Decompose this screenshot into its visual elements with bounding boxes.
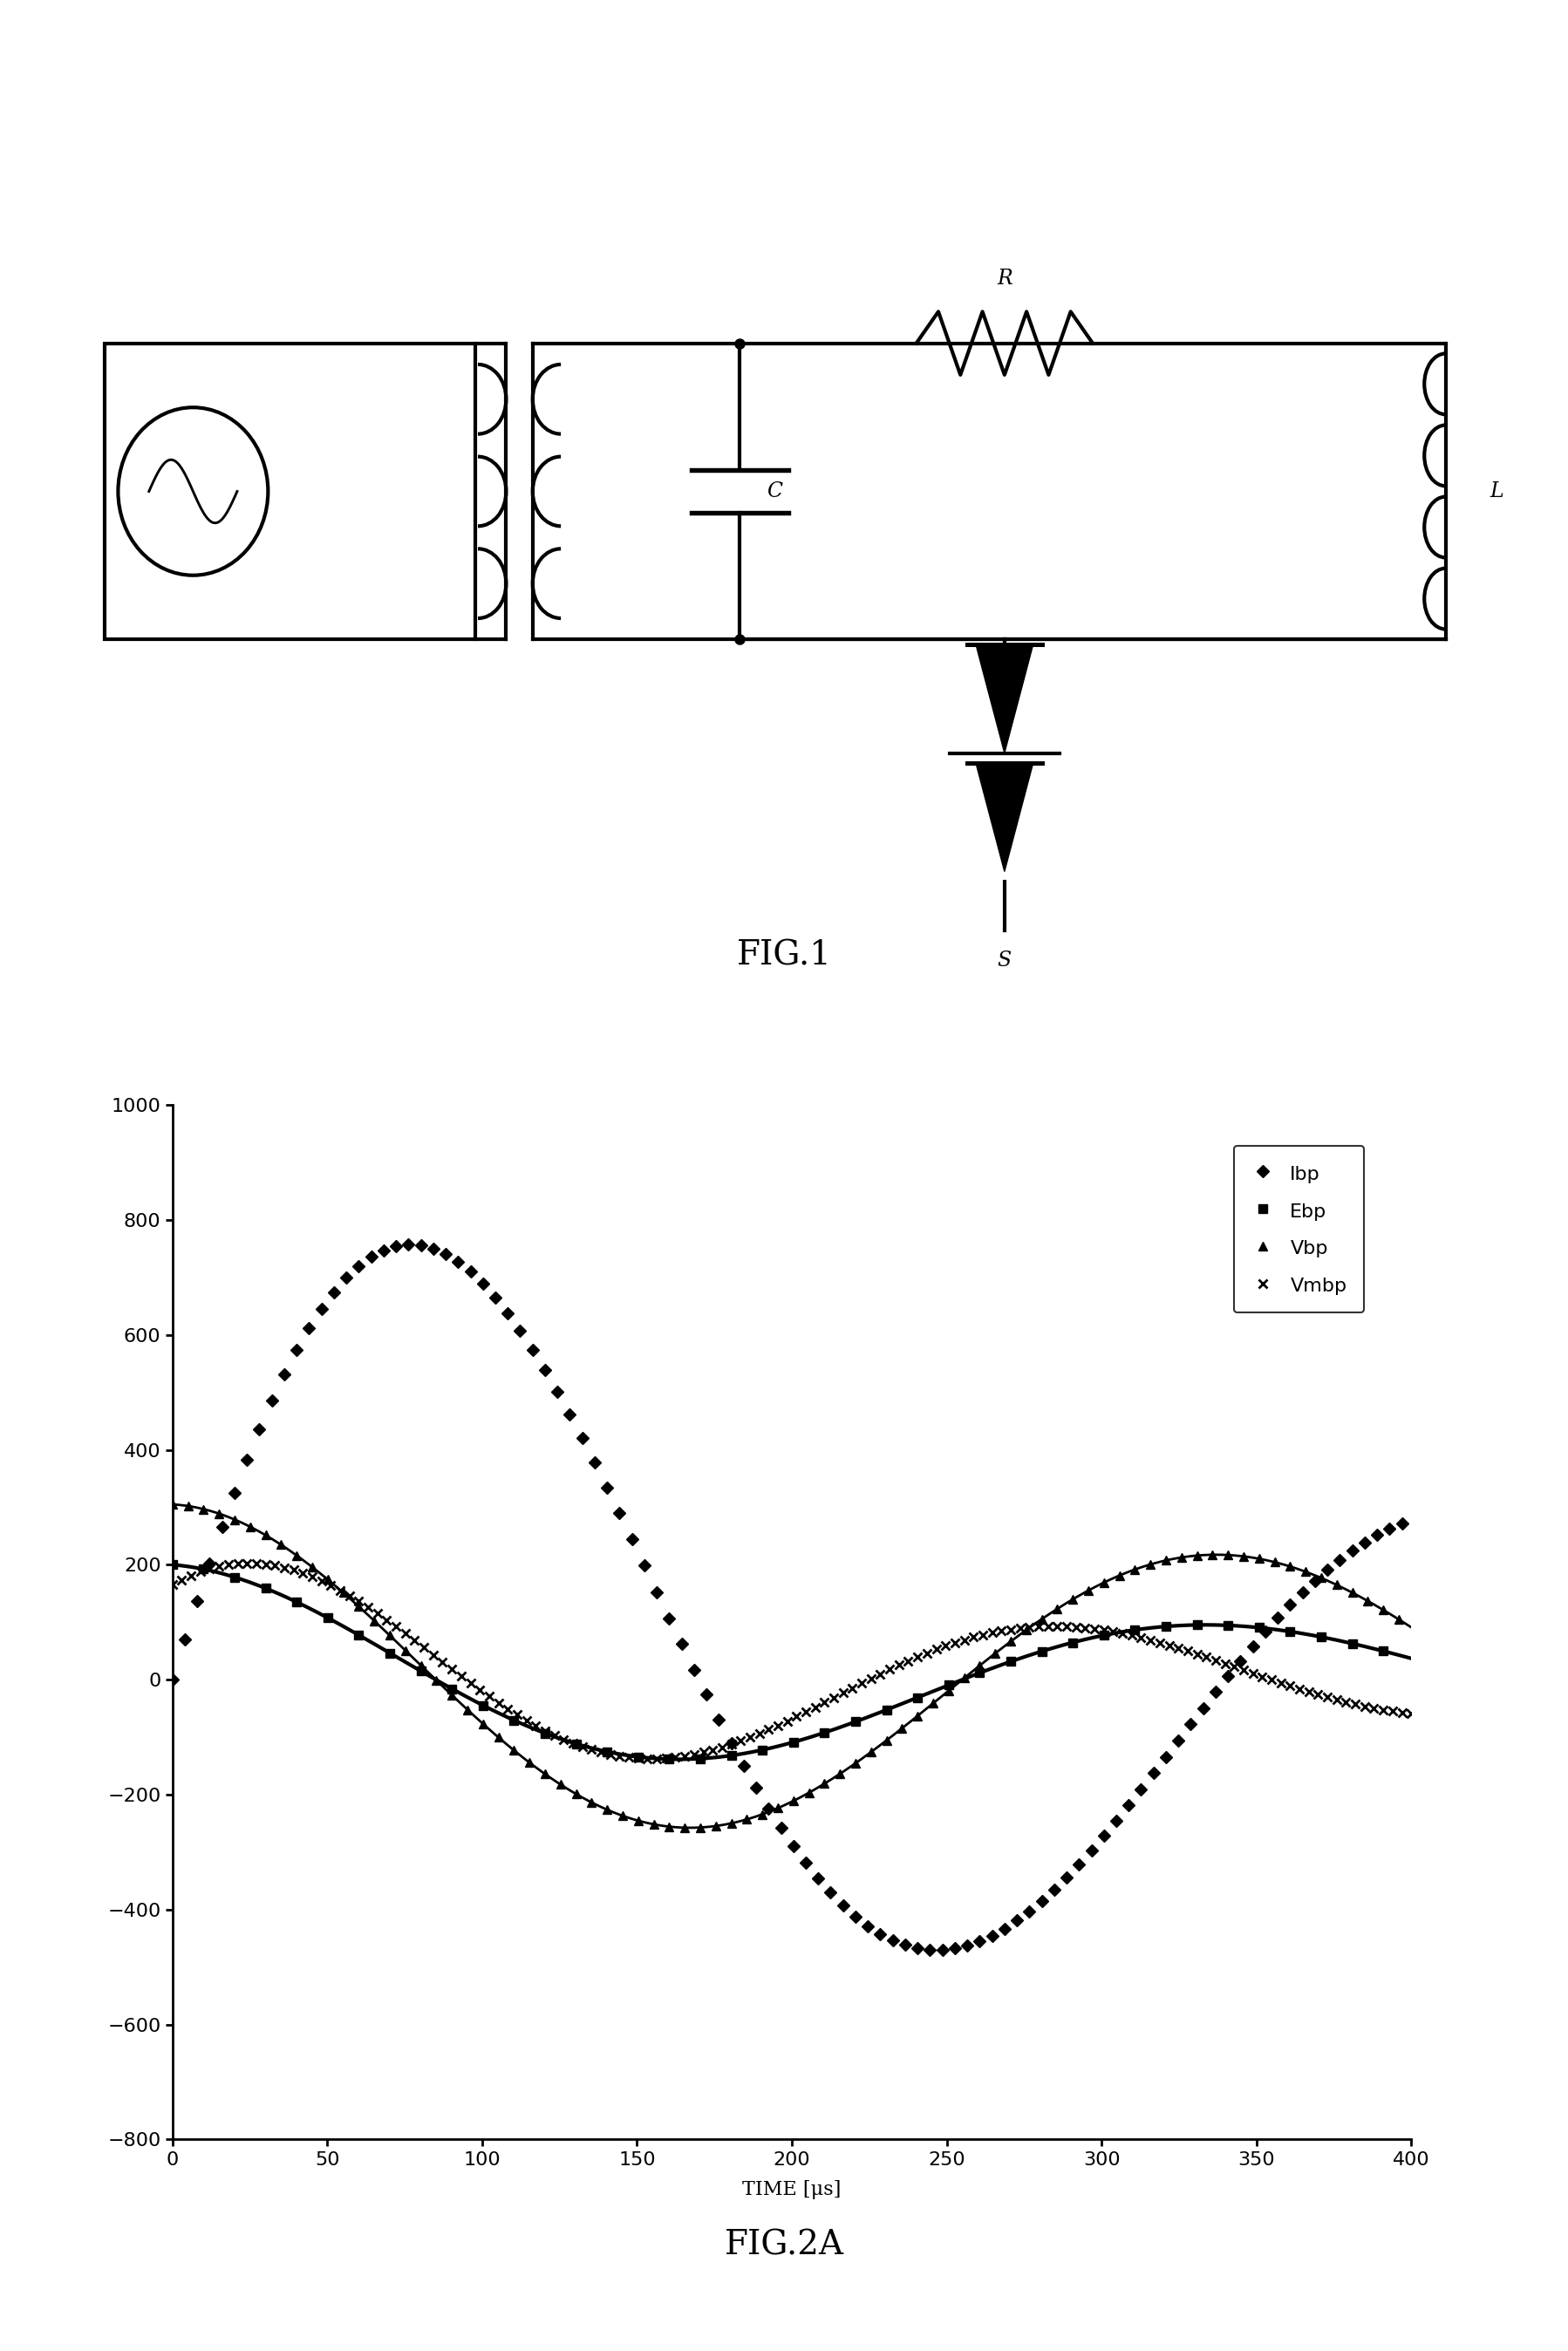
Vmbp	[638, 1744, 657, 1773]
Vmbp	[1345, 1690, 1364, 1719]
Vbp	[924, 1690, 942, 1719]
Ebp	[318, 1603, 337, 1632]
Ebp	[474, 1690, 492, 1719]
Line: Ibp: Ibp	[168, 1241, 1406, 1954]
Ebp	[536, 1719, 555, 1747]
Ebp	[1218, 1610, 1237, 1639]
Ebp	[1281, 1617, 1300, 1646]
Ebp	[505, 1707, 524, 1735]
Vbp	[1265, 1547, 1284, 1575]
Text: FIG.2A: FIG.2A	[724, 2229, 844, 2262]
Ebp	[815, 1719, 834, 1747]
Ebp	[597, 1737, 616, 1766]
Ibp	[461, 1258, 480, 1286]
Ebp	[411, 1657, 430, 1686]
Vbp	[163, 1491, 182, 1519]
Ebp	[1063, 1629, 1082, 1657]
Ebp	[1126, 1615, 1145, 1643]
Ibp	[163, 1665, 182, 1693]
Polygon shape	[975, 762, 1033, 872]
X-axis label: TIME [μs]: TIME [μs]	[742, 2179, 842, 2201]
Ibp	[809, 1864, 828, 1893]
Vmbp	[163, 1570, 182, 1599]
Ebp	[256, 1575, 274, 1603]
Ebp	[1094, 1622, 1113, 1650]
Vbp	[676, 1813, 695, 1841]
Vbp	[721, 1810, 740, 1838]
Legend: Ibp, Ebp, Vbp, Vmbp: Ibp, Ebp, Vbp, Vmbp	[1234, 1145, 1364, 1312]
Vmbp	[1402, 1700, 1421, 1728]
Ebp	[226, 1563, 245, 1592]
Vmbp	[1336, 1688, 1355, 1716]
Ebp	[1032, 1636, 1051, 1665]
Ebp	[1250, 1613, 1269, 1641]
Vmbp	[442, 1655, 461, 1683]
Vbp	[971, 1650, 989, 1679]
Ebp	[442, 1674, 461, 1702]
Ebp	[1374, 1636, 1392, 1665]
Ebp	[691, 1744, 710, 1773]
Ibp	[933, 1935, 952, 1963]
Line: Vmbp: Vmbp	[168, 1559, 1416, 1763]
Ibp	[908, 1935, 927, 1963]
Ebp	[753, 1735, 771, 1763]
Ibp	[1319, 1556, 1338, 1585]
Vmbp	[480, 1683, 499, 1712]
Ebp	[566, 1730, 585, 1759]
Ibp	[411, 1232, 430, 1260]
Ebp	[971, 1660, 989, 1688]
Vbp	[1389, 1606, 1408, 1634]
Ebp	[629, 1742, 648, 1770]
Text: S: S	[997, 950, 1011, 971]
Ebp	[194, 1554, 213, 1582]
Ebp	[381, 1639, 400, 1667]
Vmbp	[657, 1744, 676, 1773]
Line: Vbp: Vbp	[168, 1500, 1403, 1831]
Text: L: L	[1490, 482, 1504, 501]
Ibp	[1392, 1509, 1411, 1538]
Ebp	[721, 1742, 740, 1770]
Line: Ebp: Ebp	[168, 1561, 1388, 1763]
Vbp	[908, 1702, 927, 1730]
Vmbp	[229, 1549, 248, 1578]
Ibp	[1355, 1528, 1374, 1556]
Ebp	[908, 1683, 927, 1712]
Text: FIG.1: FIG.1	[737, 940, 831, 971]
Ebp	[847, 1707, 866, 1735]
Ebp	[1187, 1610, 1206, 1639]
Ebp	[1157, 1613, 1176, 1641]
Text: R: R	[997, 268, 1013, 289]
Ebp	[287, 1587, 306, 1615]
Polygon shape	[975, 644, 1033, 752]
Bar	[105, 343, 475, 639]
Ebp	[1002, 1648, 1021, 1676]
Ebp	[877, 1695, 895, 1723]
Vmbp	[238, 1549, 257, 1578]
Ebp	[939, 1672, 958, 1700]
Ebp	[163, 1552, 182, 1580]
Text: C: C	[767, 482, 782, 501]
Ebp	[784, 1728, 803, 1756]
Ibp	[398, 1230, 417, 1258]
Ebp	[1342, 1629, 1361, 1657]
Ebp	[660, 1744, 679, 1773]
Vbp	[1016, 1615, 1035, 1643]
Ebp	[350, 1620, 368, 1648]
Ebp	[1312, 1622, 1331, 1650]
